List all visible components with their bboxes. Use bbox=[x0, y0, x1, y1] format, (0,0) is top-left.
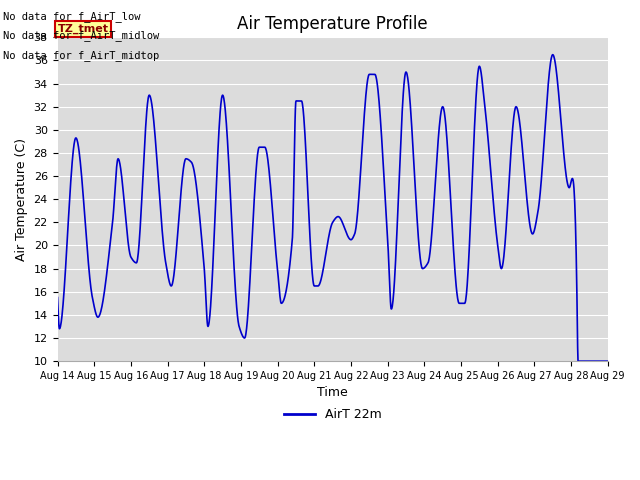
Legend: AirT 22m: AirT 22m bbox=[278, 403, 387, 426]
Text: No data for f_AirT_low: No data for f_AirT_low bbox=[3, 11, 141, 22]
Text: No data for f_AirT_midlow: No data for f_AirT_midlow bbox=[3, 30, 159, 41]
Text: TZ_tmet: TZ_tmet bbox=[58, 24, 109, 34]
Text: No data for f_AirT_midtop: No data for f_AirT_midtop bbox=[3, 49, 159, 60]
X-axis label: Time: Time bbox=[317, 386, 348, 399]
Y-axis label: Air Temperature (C): Air Temperature (C) bbox=[15, 138, 28, 261]
Title: Air Temperature Profile: Air Temperature Profile bbox=[237, 15, 428, 33]
